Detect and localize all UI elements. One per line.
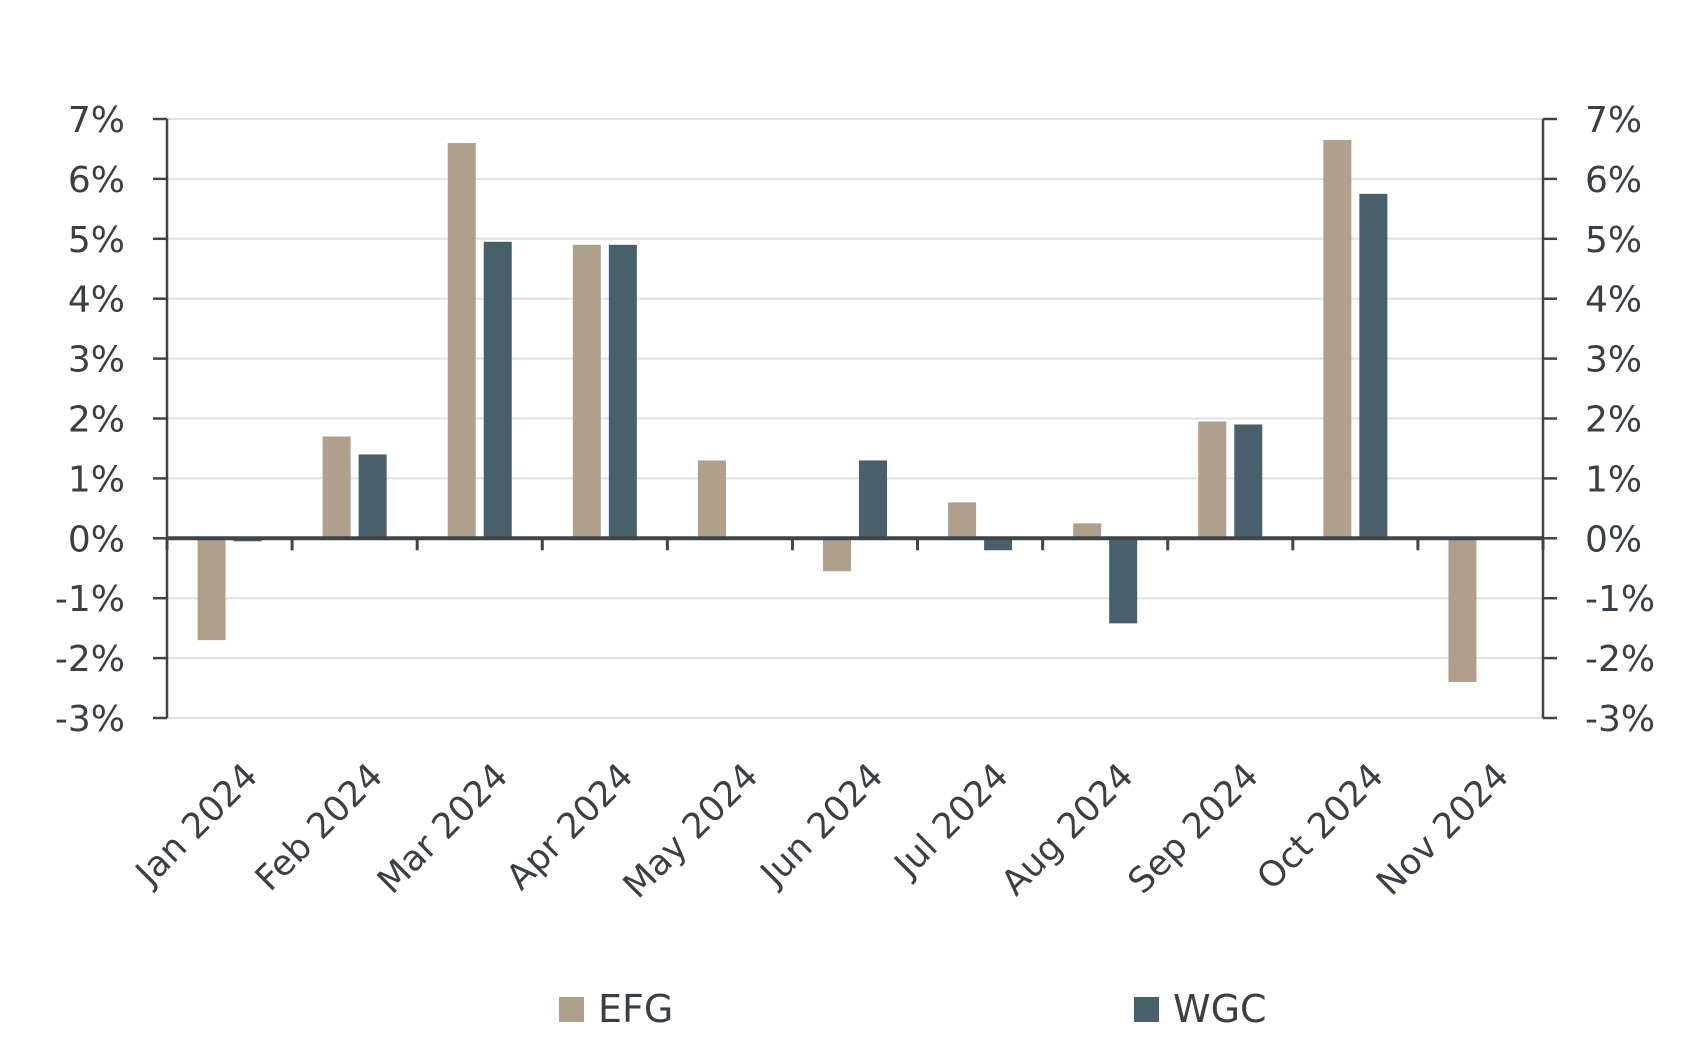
y-tick-label-right: 7%: [1585, 100, 1642, 141]
bar-efg-2: [447, 142, 476, 539]
y-tick-label-right: 5%: [1585, 220, 1642, 261]
bars: [197, 139, 1477, 683]
x-tick-label: Sep 2024: [1121, 756, 1267, 902]
legend-item-efg: EFG: [559, 987, 673, 1031]
legend-item-wgc: WGC: [1134, 987, 1267, 1031]
bar-wgc-5: [859, 460, 887, 539]
x-tick-label: Feb 2024: [248, 756, 391, 899]
bar-wgc-1: [358, 454, 387, 539]
bar-efg-8: [1198, 421, 1227, 539]
bar-wgc-3: [608, 244, 637, 539]
bar-efg-9: [1323, 139, 1352, 539]
y-tick-label-left: 0%: [68, 519, 125, 560]
legend-label: EFG: [598, 987, 673, 1031]
y-tick-label-left: 4%: [68, 280, 125, 321]
y-tick-label-left: 6%: [68, 160, 125, 201]
y-tick-label-right: 6%: [1585, 160, 1642, 201]
y-tick-label-left: 3%: [68, 340, 125, 381]
legend-label: WGC: [1173, 987, 1267, 1031]
gridlines: [167, 118, 1543, 719]
y-tick-label-left: 1%: [68, 459, 125, 500]
y-tick-label-right: 4%: [1585, 280, 1642, 321]
y-tick-label-right: 0%: [1585, 519, 1642, 560]
y-tick-label-right: -1%: [1585, 579, 1655, 620]
x-tick-label: May 2024: [616, 756, 766, 906]
bar-wgc-7: [1109, 538, 1138, 624]
bar-efg-0: [197, 538, 226, 641]
y-tick-label-right: 3%: [1585, 340, 1642, 381]
bar-efg-10: [1448, 538, 1477, 683]
y-tick-label-right: 1%: [1585, 459, 1642, 500]
x-tick-label: Mar 2024: [370, 756, 516, 902]
x-tick-label: Aug 2024: [994, 756, 1141, 903]
y-tick-label-left: 5%: [68, 220, 125, 261]
bar-efg-3: [572, 244, 601, 539]
y-tick-label-left: -3%: [55, 699, 125, 740]
x-tick-label: Jun 2024: [752, 756, 891, 895]
legend: EFG WGC: [559, 987, 1267, 1031]
legend-swatch: [1134, 997, 1159, 1022]
bar-efg-4: [697, 460, 726, 539]
bar-efg-6: [948, 502, 977, 539]
bar-efg-1: [322, 436, 351, 539]
y-tick-label-left: -1%: [55, 579, 125, 620]
axes: [153, 117, 1557, 720]
y-tick-label-left: -2%: [55, 639, 125, 680]
bar-efg-7: [1073, 523, 1102, 539]
y-tick-label-right: 2%: [1585, 400, 1642, 441]
y-tick-label-left: 2%: [68, 400, 125, 441]
y-axis-left-labels: 7% 6% 5% 4% 3% 2% 1% 0% -1% -2% -3%: [55, 100, 125, 740]
bar-wgc-8: [1234, 424, 1263, 539]
legend-swatch: [559, 997, 584, 1022]
y-tick-label-left: 7%: [68, 100, 125, 141]
y-tick-label-right: -2%: [1585, 639, 1655, 680]
y-tick-label-right: -3%: [1585, 699, 1655, 740]
x-tick-label: Jul 2024: [886, 756, 1016, 886]
bar-wgc-9: [1359, 193, 1388, 539]
y-axis-right-labels: 7% 6% 5% 4% 3% 2% 1% 0% -1% -2% -3%: [1585, 100, 1655, 740]
x-tick-label: Jan 2024: [127, 756, 266, 895]
x-tick-label: Nov 2024: [1369, 756, 1516, 903]
bar-efg-5: [823, 538, 851, 572]
bar-wgc-6: [984, 538, 1013, 551]
bar-wgc-2: [483, 241, 512, 539]
